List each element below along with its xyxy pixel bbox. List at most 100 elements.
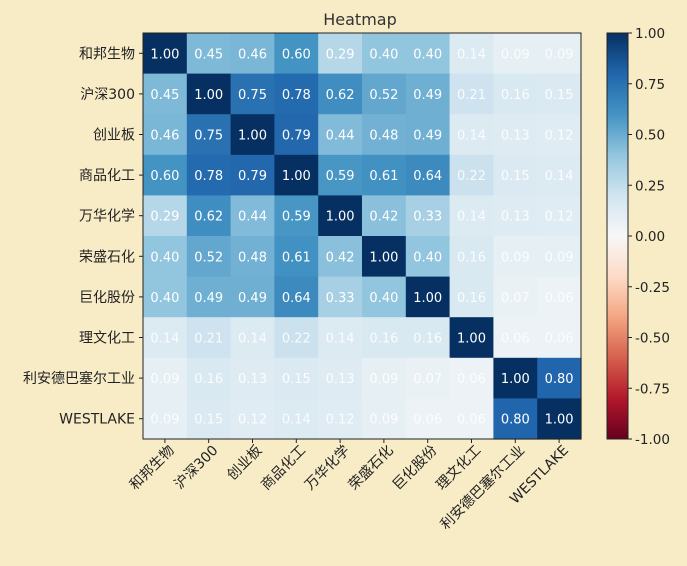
heatmap-cell [318, 33, 363, 75]
cell-value: 0.40 [150, 250, 179, 265]
heatmap-cell [537, 33, 582, 75]
heatmap-cell [405, 317, 451, 359]
heatmap-cell [405, 73, 451, 115]
heatmap-cell [186, 398, 232, 440]
heatmap-cell [537, 398, 582, 440]
cell-value: 0.49 [238, 291, 267, 306]
cell-value: 0.59 [326, 169, 355, 184]
cell-value: 0.09 [545, 250, 574, 265]
cell-value: 0.15 [282, 372, 311, 387]
heatmap-cell [274, 195, 319, 237]
heatmap-cell [493, 195, 538, 237]
heatmap-cell [230, 398, 275, 440]
cell-value: 0.06 [545, 332, 574, 347]
x-tick-label: 和邦生物 [127, 443, 178, 494]
heatmap-cell [537, 236, 582, 278]
heatmap-cell [405, 195, 451, 237]
x-tick-label: 商品化工 [258, 443, 309, 494]
heatmap-cell [230, 195, 275, 237]
heatmap-cell [143, 357, 188, 399]
y-tick-label: 巨化股份 [79, 290, 135, 306]
cell-value: 0.07 [413, 372, 442, 387]
cell-value: 0.46 [150, 129, 179, 144]
heatmap-cell [537, 276, 582, 318]
cell-value: 0.06 [413, 413, 442, 428]
cell-value: 0.14 [457, 210, 486, 225]
cell-value: 0.61 [282, 250, 311, 265]
heatmap-cell [449, 357, 494, 399]
heatmap-cell [230, 276, 275, 318]
heatmap-cell [493, 33, 538, 75]
heatmap-cell [318, 195, 363, 237]
cell-value: 0.14 [457, 47, 486, 62]
heatmap-cell [318, 357, 363, 399]
x-tick-label: 创业板 [224, 443, 265, 484]
heatmap-cell [230, 154, 275, 196]
cell-value: 0.62 [194, 210, 223, 225]
cell-value: 1.00 [326, 210, 355, 225]
heatmap-cell [274, 73, 319, 115]
cell-value: 0.42 [369, 210, 398, 225]
cell-value: 0.48 [238, 250, 267, 265]
y-tick-label: 荣盛石化 [79, 249, 135, 265]
cell-value: 0.12 [545, 129, 574, 144]
cell-value: 0.15 [501, 169, 530, 184]
heatmap-cell [186, 317, 232, 359]
heatmap-cell [493, 114, 538, 156]
cell-value: 0.42 [326, 250, 355, 265]
chart-title: Heatmap [323, 10, 397, 29]
cell-value: 0.33 [326, 291, 355, 306]
cell-value: 0.75 [194, 129, 223, 144]
cell-value: 0.21 [457, 88, 486, 103]
cell-value: 0.62 [326, 88, 355, 103]
heatmap-cell [537, 195, 582, 237]
heatmap-cell [449, 317, 494, 359]
heatmap-cell [186, 33, 232, 75]
cell-value: 0.09 [369, 413, 398, 428]
heatmap-cell [274, 236, 319, 278]
cell-value: 0.61 [369, 169, 398, 184]
cell-value: 0.49 [413, 129, 442, 144]
heatmap-cell [493, 276, 538, 318]
cell-value: 0.16 [501, 88, 530, 103]
cell-value: 0.13 [326, 372, 355, 387]
heatmap-cell [186, 154, 232, 196]
heatmap-cell [405, 357, 451, 399]
cell-value: 0.40 [413, 47, 442, 62]
y-tick-label: 创业板 [93, 128, 135, 144]
cell-value: 0.14 [150, 332, 179, 347]
heatmap-cell [362, 114, 407, 156]
heatmap-cell [405, 114, 451, 156]
cell-value: 0.14 [282, 413, 311, 428]
heatmap-cell [405, 154, 451, 196]
colorbar-tick-label: -1.00 [635, 432, 670, 448]
y-tick-label: WESTLAKE [59, 412, 135, 428]
heatmap-cell [362, 154, 407, 196]
colorbar-tick-label: 1.00 [635, 26, 665, 42]
cell-value: 0.40 [369, 291, 398, 306]
y-tick-label: 和邦生物 [79, 46, 135, 62]
cell-value: 0.78 [194, 169, 223, 184]
heatmap-cell [405, 236, 451, 278]
cell-value: 0.59 [282, 210, 311, 225]
heatmap-cell [362, 276, 407, 318]
cell-value: 0.22 [282, 332, 311, 347]
x-tick-label: 沪深300 [172, 443, 222, 493]
cell-value: 0.22 [457, 169, 486, 184]
cell-value: 1.00 [282, 169, 311, 184]
cell-value: 0.09 [501, 250, 530, 265]
cell-value: 0.09 [369, 372, 398, 387]
heatmap-cell [274, 398, 319, 440]
heatmap-cell [274, 317, 319, 359]
heatmap-cell [405, 398, 451, 440]
cell-value: 0.16 [457, 250, 486, 265]
heatmap-cell [274, 154, 319, 196]
heatmap-cell [405, 33, 451, 75]
cell-value: 0.49 [194, 291, 223, 306]
heatmap-cell [143, 33, 188, 75]
heatmap-cell [186, 236, 232, 278]
cell-value: 0.09 [150, 413, 179, 428]
cell-value: 1.00 [501, 372, 530, 387]
cell-value: 0.40 [150, 291, 179, 306]
cell-value: 1.00 [369, 250, 398, 265]
